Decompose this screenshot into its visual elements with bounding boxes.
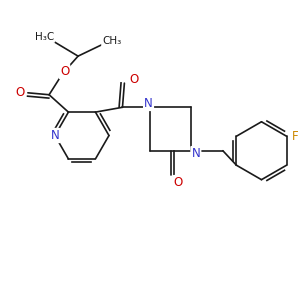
Text: N: N [191, 147, 200, 160]
Text: F: F [292, 130, 298, 143]
Text: O: O [129, 73, 139, 86]
Text: N: N [50, 129, 59, 142]
Text: CH₃: CH₃ [102, 36, 122, 46]
Text: N: N [144, 97, 153, 110]
Text: O: O [16, 86, 25, 99]
Text: O: O [60, 65, 69, 78]
Text: H₃C: H₃C [35, 32, 54, 42]
Text: O: O [174, 176, 183, 189]
